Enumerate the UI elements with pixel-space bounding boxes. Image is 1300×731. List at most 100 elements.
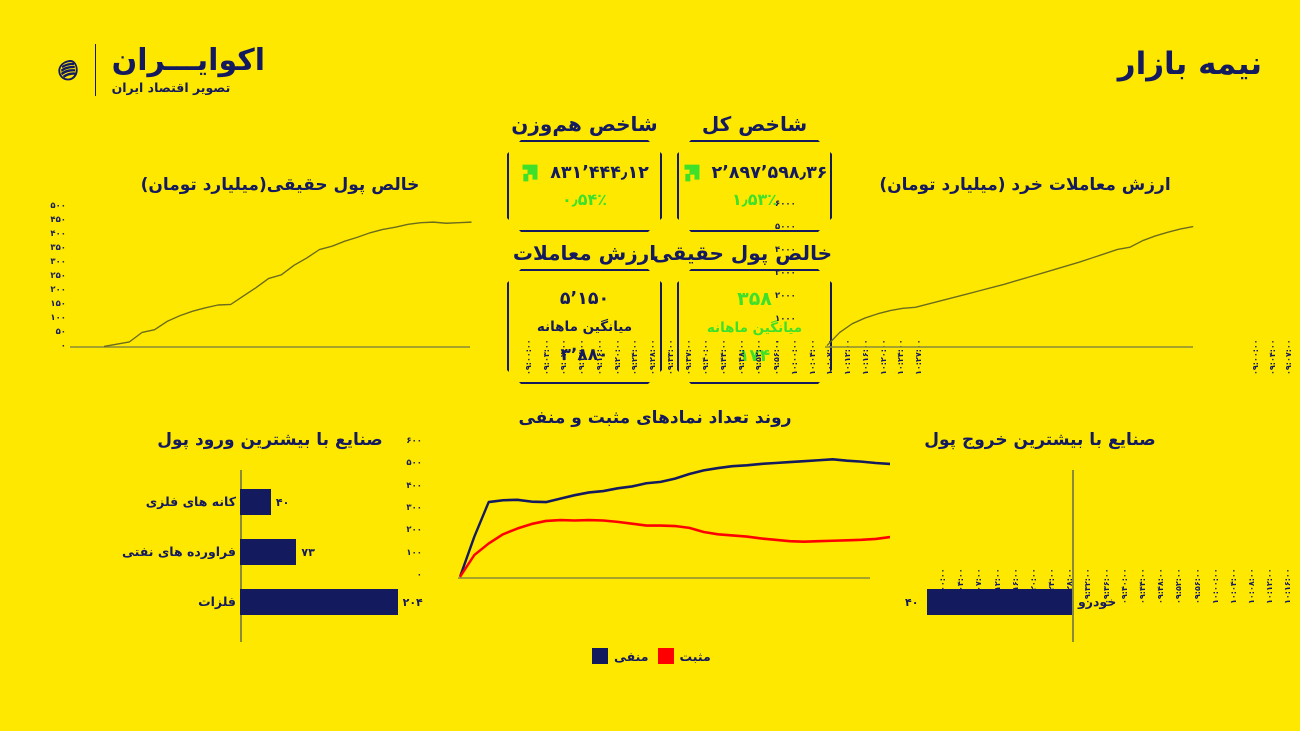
brand-logo-text: اکوایـــران تصویر اقتصاد ایران [112, 45, 265, 96]
kpi-column-left: شاخص هم‌وزن ۸۳۱٬۴۴۴٫۱۲ ۰٫۵۴٪ ارزش معاملا… [507, 112, 662, 384]
y-tick-label: ۵۰۰۰ [775, 222, 796, 232]
series-مثبت [459, 518, 891, 578]
y-tick-label: ۶۰۰۰ [775, 199, 796, 209]
x-tick-label: ۰۹:۲۰:۰۰ [612, 339, 622, 375]
chart-money-inflow: صنایع با بیشترین ورود پول کانه های فلزی ۴… [120, 430, 423, 650]
chart-retail-trade-value: ارزش معاملات خرد (میلیارد تومان) ۶۰۰۰ ۵۰۰… [775, 175, 1293, 385]
y-tick-label: ۶۰۰ [406, 436, 422, 446]
y-tick-label: ۰ [60, 341, 66, 351]
brand-logo: اکوایـــران تصویر اقتصاد ایران [55, 30, 265, 110]
x-tick-label: ۰۹:۰۰:۰۰ [1251, 339, 1260, 375]
kpi-total-index-value: ۲٬۸۹۷٬۵۹۸٫۳۶ [711, 163, 828, 183]
x-tick-label: ۰۹:۵۲:۰۰ [754, 339, 764, 375]
kpi-total-index-heading: شاخص کل [701, 112, 808, 136]
x-tick-label: ۰۹:۰۰:۰۰ [524, 339, 533, 375]
bar-row[interactable]: فراورده های نفتی ۷۳ [120, 538, 420, 566]
legend-item[interactable]: مثبت [657, 648, 711, 664]
kpi-net-real-money-heading: خالص پول حقیقی [652, 241, 832, 265]
x-tick-label: ۱۰:۰۰:۰۰ [1210, 568, 1220, 604]
spacer [507, 232, 662, 241]
kpi-card-trade-value[interactable]: ۵٬۱۵۰ میانگین ماهانه ۳٬۸۸۰ [507, 269, 662, 384]
spacer [677, 232, 832, 241]
y-tick-label: ۵۰۰ [50, 201, 66, 211]
kpi-trade-value-sub-value: ۳٬۸۸۰ [560, 344, 609, 365]
kpi-trade-value-heading: ارزش معاملات [512, 241, 657, 265]
x-tick-label: ۰۹:۱۲:۰۰ [577, 339, 587, 375]
bar-value-label: ۲۰۴ [402, 596, 423, 609]
x-tick-label: ۱۰:۱۲:۰۰ [1265, 568, 1275, 604]
kpi-total-index-row: ۲٬۸۹۷٬۵۹۸٫۳۶ [679, 163, 830, 183]
bar-rect [240, 489, 271, 515]
y-tick-label: ۴۰۰ [50, 229, 66, 239]
bar-value-label: ۴۰ [275, 496, 290, 509]
chart-positive-negative-symbols: روند تعداد نمادهای مثبت و منفی ۶۰۰ ۵۰۰ ۴۰۰… [406, 408, 1292, 648]
x-tick-label: ۰۹:۰۳:۰۰ [541, 339, 551, 375]
y-tick-label: ۰ [416, 570, 422, 580]
bar-row[interactable]: کانه های فلزی ۴۰ [120, 488, 420, 516]
kpi-column-right: شاخص کل ۲٬۸۹۷٬۵۹۸٫۳۶ ۱٫۵۳٪ خالص پول حقیق… [652, 112, 832, 384]
series-main [103, 221, 472, 348]
eco-iran-globe-icon [57, 59, 78, 81]
page-title: نیمه بازار [1117, 46, 1262, 82]
chart-positive-negative-symbols-title: روند تعداد نمادهای مثبت و منفی [518, 408, 792, 428]
bar-value-label: ۴۰ [905, 596, 919, 609]
kpi-card-total-index[interactable]: ۲٬۸۹۷٬۵۹۸٫۳۶ ۱٫۵۳٪ [677, 140, 832, 232]
y-tick-label: ۴۰۰ [406, 480, 422, 491]
plot-symbols-svg [458, 458, 891, 579]
kpi-card-equal-weight-index[interactable]: ۸۳۱٬۴۴۴٫۱۲ ۰٫۵۴٪ [507, 140, 662, 232]
chart-money-outflow-title: صنایع با بیشترین خروج پول [924, 430, 1156, 450]
legend-swatch [657, 648, 674, 664]
y-tick-label: ۳۵۰ [50, 243, 66, 253]
y-tick-label: ۲۰۰ [406, 525, 422, 536]
bar-category-label: خودرو [1078, 594, 1117, 609]
kpi-net-real-money-value: ۳۵۸ [737, 287, 772, 310]
bar-category-label: فلزات [198, 594, 236, 609]
kpi-equal-weight-index-value: ۸۳۱٬۴۴۴٫۱۲ [550, 163, 649, 183]
arrow-up-right-icon [682, 163, 702, 183]
x-tick-label: ۰۹:۴۸:۰۰ [736, 339, 746, 375]
bar-value-label: ۷۳ [301, 546, 315, 559]
y-tick-label: ۲۰۰۰ [775, 291, 796, 301]
legend-swatch [592, 648, 608, 664]
y-tick-label: ۱۵۰ [50, 299, 66, 309]
y-tick-label: ۳۰۰ [50, 257, 66, 267]
brand-name: اکوایـــران [111, 42, 265, 78]
bar-category-label: کانه های فلزی [145, 494, 236, 509]
y-tick-label: ۰ [775, 337, 781, 347]
chart-positive-negative-symbols-plot [420, 440, 891, 579]
bar-rect [240, 589, 398, 615]
kpi-total-index-percent: ۱٫۵۳٪ [731, 190, 778, 209]
x-tick-label: ۰۹:۰۷:۰۰ [1284, 339, 1294, 375]
kpi-card-net-real-money[interactable]: ۳۵۸ میانگین ماهانه ۱۷۴ [677, 269, 832, 384]
bar-row[interactable]: فلزات ۲۰۴ [120, 588, 423, 616]
x-tick-label: ۰۹:۴۴:۰۰ [719, 339, 728, 375]
y-tick-label: ۵۰۰ [406, 458, 422, 469]
x-tick-label: ۱۰:۱۶:۰۰ [1283, 568, 1293, 604]
kpi-trade-value-value: ۵٬۱۵۰ [559, 288, 610, 309]
series-main [826, 225, 1194, 347]
bar-row[interactable]: خودرو ۴۰ [890, 588, 1190, 616]
chart-money-inflow-title: صنایع با بیشترین ورود پول [157, 430, 383, 450]
series-منفی [458, 458, 891, 578]
x-tick-label: ۰۹:۳۷:۰۰ [683, 339, 693, 375]
bar-category-label: فراورده های نفتی [122, 544, 236, 559]
x-tick-label: ۱۰:۰۸:۰۰ [1247, 568, 1257, 604]
x-tick-label: ۰۹:۲۴:۰۰ [630, 339, 640, 375]
chart-net-real-money-title: خالص پول حقیقی(میلیارد تومان) [140, 175, 420, 195]
y-tick-label: ۳۰۰ [406, 503, 422, 513]
x-tick-label: ۰۹:۵۶:۰۰ [1192, 568, 1202, 604]
kpi-equal-weight-index-percent: ۰٫۵۴٪ [561, 190, 608, 209]
plot-trade-value-svg [825, 225, 1194, 348]
y-tick-label: ۵۰ [55, 327, 66, 337]
y-tick-label: ۱۰۰ [50, 313, 66, 323]
kpi-net-real-money-sub-value: ۱۷۴ [738, 345, 771, 366]
chart-money-outflow-axis [1072, 470, 1074, 642]
bar-rect [240, 539, 297, 565]
x-tick-label: ۰۹:۰۷:۰۰ [559, 339, 569, 375]
chart-net-real-money: خالص پول حقیقی(میلیارد تومان) ۵۰۰ ۴۵۰ ۴۰۰ ۳… [50, 175, 923, 385]
y-tick-label: ۴۰۰۰ [775, 245, 796, 255]
legend-label: مثبت [679, 648, 711, 664]
x-tick-label: ۰۹:۰۴:۰۰ [1267, 339, 1277, 375]
legend-item[interactable]: منفی [592, 648, 649, 664]
